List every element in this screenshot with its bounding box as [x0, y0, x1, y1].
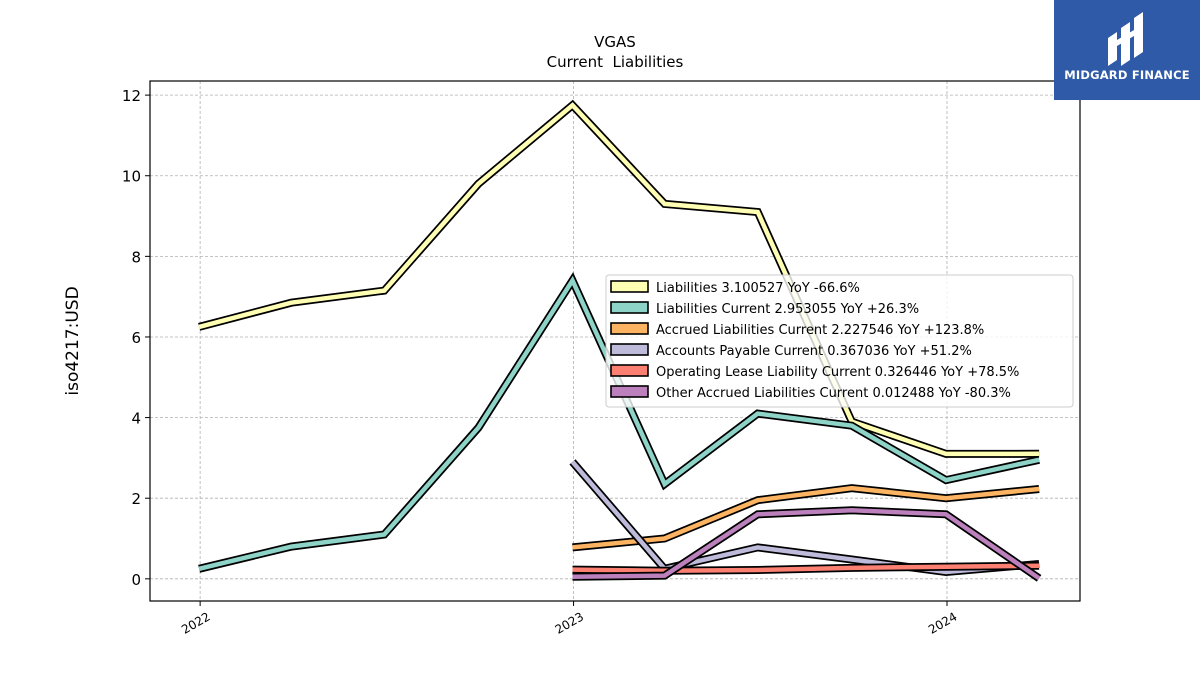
legend-frame	[605, 274, 1074, 408]
series-line	[572, 485, 1040, 550]
logo-text: MIDGARD FINANCE	[1064, 68, 1190, 82]
series-line	[572, 508, 1041, 581]
series-line	[570, 460, 1040, 575]
legend-label: Liabilities Current 2.953055 YoY +26.3%	[656, 302, 919, 317]
y-tick-label: 0	[131, 571, 141, 589]
y-axis-label: iso4217:USD	[63, 286, 83, 395]
legend-swatch	[610, 280, 649, 293]
x-axis: 2022 2023 2024	[179, 601, 959, 637]
legend-swatch	[610, 301, 649, 314]
x-tick-label: 2023	[553, 609, 586, 636]
x-tick-label: 2024	[926, 609, 959, 636]
chart-subtitle: Current Liabilities	[547, 53, 684, 71]
y-tick-label: 6	[131, 329, 141, 347]
series-line	[198, 102, 1040, 457]
legend-item: Accounts Payable Current 0.367036 YoY +5…	[610, 343, 972, 359]
legend-label: Accrued Liabilities Current 2.227546 YoY…	[656, 323, 984, 338]
legend-item: Operating Lease Liability Current 0.3264…	[610, 364, 1019, 380]
logo-mark-icon	[1108, 12, 1143, 66]
series-accounts-payable-current	[569, 459, 1040, 577]
series-liabilities	[198, 99, 1040, 458]
chart-title: VGAS	[594, 33, 636, 51]
legend-label: Other Accrued Liabilities Current 0.0124…	[656, 386, 1011, 401]
legend-item: Liabilities Current 2.953055 YoY +26.3%	[610, 301, 919, 317]
legend-swatch	[610, 385, 649, 398]
legend-item: Accrued Liabilities Current 2.227546 YoY…	[610, 322, 984, 338]
plot-frame	[149, 80, 1081, 602]
legend-label: Liabilities 3.100527 YoY -66.6%	[656, 281, 860, 296]
y-tick-label: 8	[131, 248, 141, 266]
legend-label: Accounts Payable Current 0.367036 YoY +5…	[656, 344, 972, 359]
series-operating-lease-liability-current	[572, 561, 1040, 575]
legend-swatch	[610, 364, 649, 377]
legend-swatch	[610, 343, 649, 356]
x-tick-label: 2022	[179, 609, 212, 636]
y-tick-label: 4	[131, 410, 141, 428]
y-tick-label: 10	[122, 168, 141, 186]
legend: Liabilities 3.100527 YoY -66.6% Liabiliti…	[605, 274, 1074, 408]
y-tick-label: 12	[122, 87, 141, 105]
series-other-accrued-liabilities-current	[572, 506, 1042, 582]
series-accrued-liabilities-current	[572, 484, 1040, 552]
brand-logo: MIDGARD FINANCE	[1054, 0, 1200, 100]
series-line	[572, 563, 1040, 574]
legend-label: Operating Lease Liability Current 0.3264…	[656, 365, 1019, 380]
y-axis: 0 2 4 6 8 10 12	[122, 87, 150, 589]
grid	[150, 81, 1080, 601]
legend-item: Liabilities 3.100527 YoY -66.6%	[610, 280, 860, 296]
y-tick-label: 2	[131, 490, 141, 508]
legend-item: Other Accrued Liabilities Current 0.0124…	[610, 385, 1011, 401]
legend-swatch	[610, 322, 649, 335]
